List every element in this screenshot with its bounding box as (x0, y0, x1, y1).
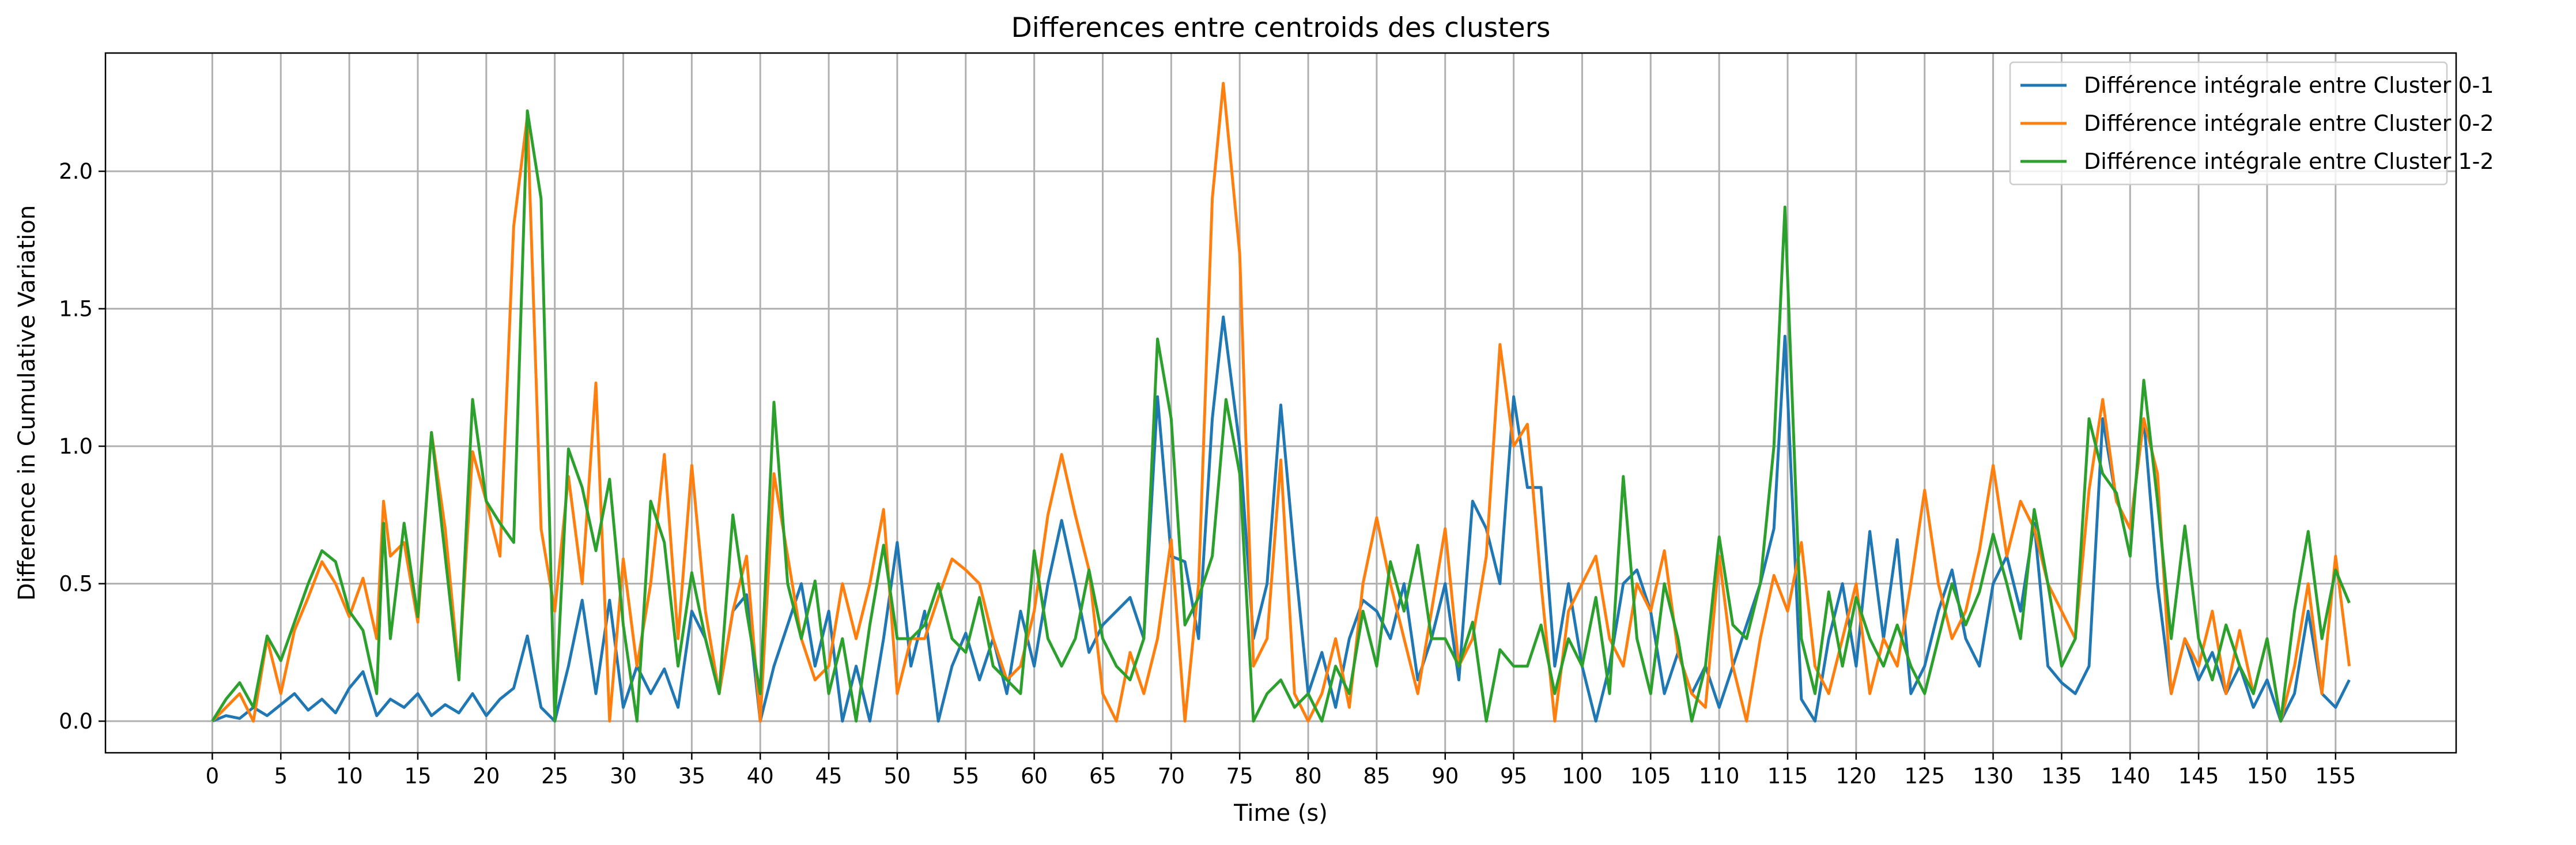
x-tick-label: 100 (1562, 764, 1603, 789)
y-tick-label: 0.5 (59, 572, 93, 597)
series-line-0 (211, 315, 2351, 723)
legend-label-2: Différence intégrale entre Cluster 1-2 (2084, 149, 2494, 174)
x-tick-label: 0 (206, 764, 220, 789)
x-tick-label: 75 (1226, 764, 1253, 789)
series-line-1 (211, 82, 2351, 723)
x-tick-label: 150 (2247, 764, 2288, 789)
legend: Différence intégrale entre Cluster 0-1 Di… (2009, 61, 2494, 186)
x-tick-label: 10 (336, 764, 363, 789)
x-tick-label: 35 (678, 764, 705, 789)
x-tick-label: 145 (2178, 764, 2219, 789)
x-tick-label: 50 (883, 764, 911, 789)
x-tick-label: 80 (1294, 764, 1321, 789)
y-tick-label: 2.0 (59, 159, 93, 184)
x-tick-label: 65 (1089, 764, 1116, 789)
x-tick-label: 95 (1500, 764, 1527, 789)
x-tick-label: 130 (1973, 764, 2014, 789)
x-tick-label: 155 (2316, 764, 2356, 789)
x-tick-label: 20 (473, 764, 500, 789)
x-tick-label: 15 (404, 764, 431, 789)
x-axis-label: Time (s) (1233, 800, 1328, 827)
x-tick-label: 115 (1767, 764, 1808, 789)
x-tick-label: 90 (1431, 764, 1459, 789)
series-line-2 (211, 109, 2351, 723)
x-tick-label: 55 (952, 764, 979, 789)
x-tick-label: 135 (2041, 764, 2082, 789)
x-tick-label: 40 (747, 764, 774, 789)
x-axis-ticks: 0 5 10 15 20 25 30 35 40 45 50 55 60 65 70 75 80 85 90 95 10… (206, 753, 2356, 789)
x-tick-label: 45 (815, 764, 843, 789)
x-tick-label: 85 (1363, 764, 1390, 789)
legend-label-1: Différence intégrale entre Cluster 0-2 (2084, 111, 2494, 136)
plot-area-frame (104, 52, 2457, 754)
series-layer (211, 82, 2351, 723)
y-axis-ticks: 0.0 0.5 1.0 1.5 2.0 (59, 159, 105, 734)
x-tick-label: 120 (1836, 764, 1877, 789)
y-tick-label: 0.0 (59, 709, 93, 734)
x-tick-label: 25 (541, 764, 568, 789)
x-tick-label: 70 (1158, 764, 1185, 789)
x-tick-label: 110 (1699, 764, 1740, 789)
legend-label-0: Différence intégrale entre Cluster 0-1 (2084, 73, 2494, 98)
y-tick-label: 1.5 (59, 297, 93, 322)
y-axis-label: Difference in Cumulative Variation (14, 205, 40, 601)
legend-box (2009, 61, 2448, 186)
y-tick-label: 1.0 (59, 434, 93, 459)
x-tick-label: 30 (610, 764, 637, 789)
chart-title: Differences entre centroids des clusters (1011, 12, 1551, 44)
x-tick-label: 125 (1904, 764, 1945, 789)
x-tick-label: 140 (2110, 764, 2151, 789)
x-tick-label: 5 (274, 764, 288, 789)
x-tick-label: 105 (1630, 764, 1671, 789)
x-tick-label: 60 (1021, 764, 1048, 789)
